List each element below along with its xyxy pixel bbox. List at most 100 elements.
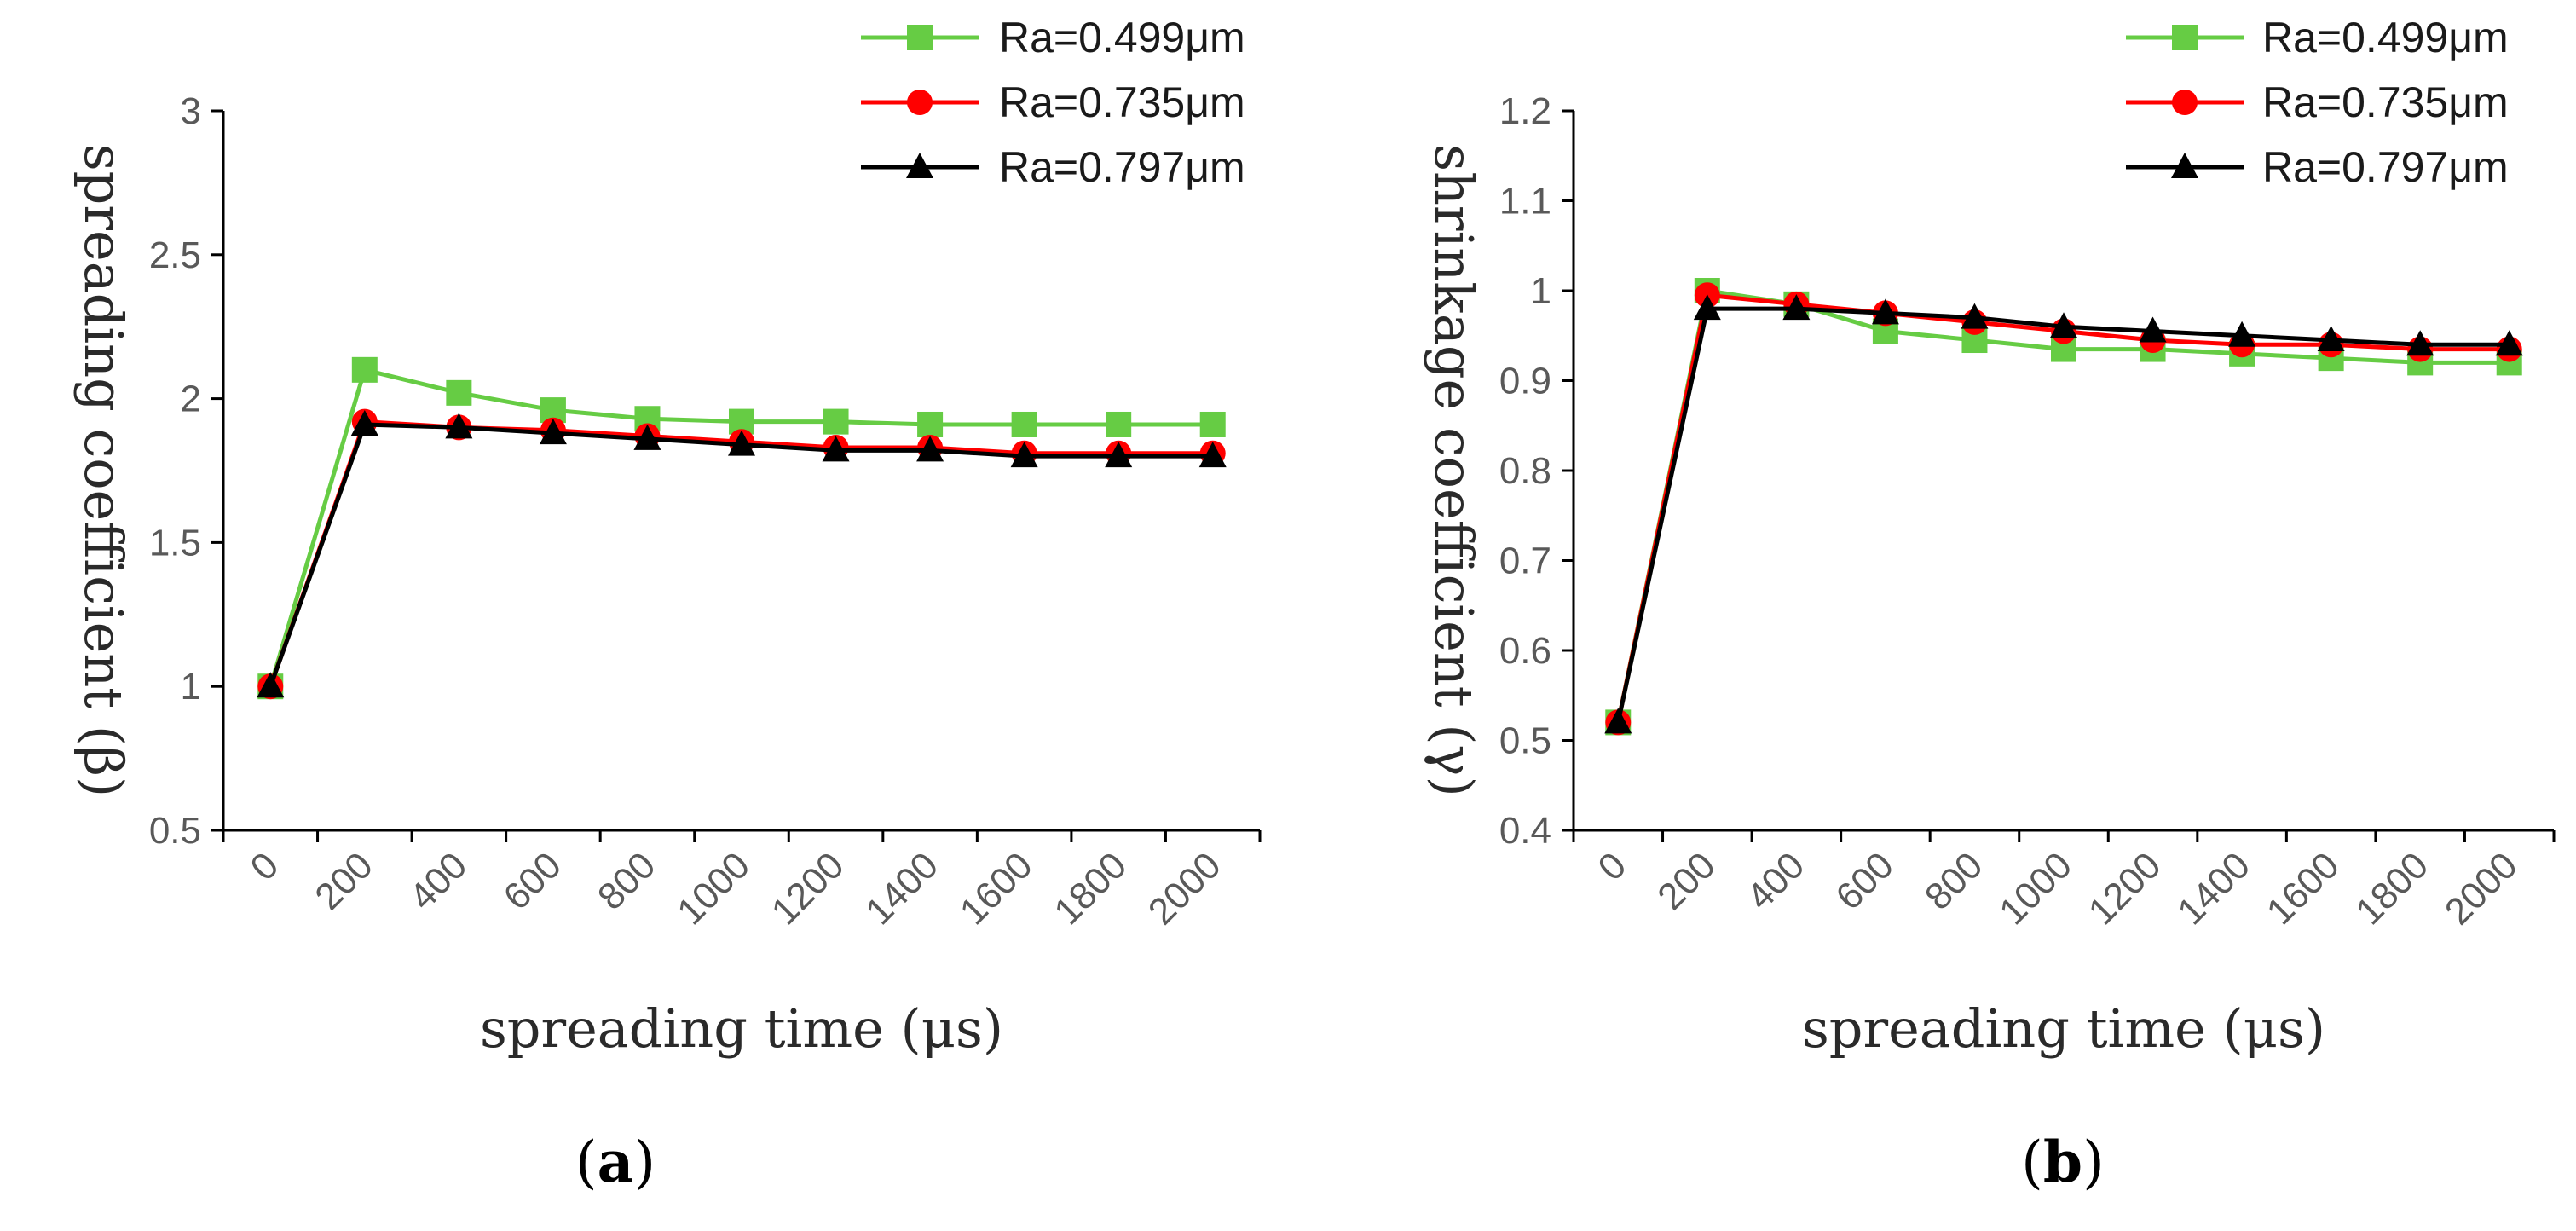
legend-label: Ra=0.735μm xyxy=(999,78,1245,126)
legend-marker xyxy=(2172,25,2198,50)
data-point xyxy=(445,413,473,439)
data-point xyxy=(2139,316,2167,343)
legend-entry: Ra=0.735μm xyxy=(2126,78,2509,126)
data-point xyxy=(446,379,472,406)
data-point xyxy=(1105,442,1133,468)
data-point xyxy=(728,430,755,456)
x-tick-label: 800 xyxy=(590,844,664,918)
legend-marker xyxy=(907,90,933,115)
x-tick-label: 1000 xyxy=(1991,844,2080,933)
series-square xyxy=(257,356,1226,700)
data-point xyxy=(823,408,849,435)
x-tick-label: 1800 xyxy=(2348,844,2436,933)
y-tick-label: 0.6 xyxy=(1499,630,1551,672)
data-point xyxy=(1693,294,1721,321)
legend-marker xyxy=(907,25,933,50)
caption-letter: a xyxy=(598,1129,634,1195)
y-tick-label: 2.5 xyxy=(149,234,201,276)
y-tick-label: 0.5 xyxy=(1499,720,1551,762)
legend-entry: Ra=0.499μm xyxy=(2126,14,2509,61)
legend-label: Ra=0.499μm xyxy=(2262,14,2509,61)
x-axis-title: spreading time (μs) xyxy=(480,997,1003,1060)
x-tick-label: 200 xyxy=(1649,844,1724,918)
legend-entry: Ra=0.499μm xyxy=(861,14,1245,61)
y-tick-label: 3 xyxy=(181,90,201,132)
data-point xyxy=(2406,330,2434,356)
series-line xyxy=(268,419,1213,688)
data-point xyxy=(2228,321,2256,347)
data-point xyxy=(1198,442,1227,468)
x-tick-label: 1800 xyxy=(1046,844,1135,933)
y-axis-title: spreading coefficient (β) xyxy=(72,144,135,797)
legend-marker xyxy=(2171,153,2198,178)
legend-label: Ra=0.797μm xyxy=(2262,143,2509,191)
caption-paren: ( xyxy=(575,1130,598,1195)
caption-paren: ) xyxy=(633,1130,656,1195)
series-line xyxy=(268,422,1213,688)
data-point xyxy=(539,419,567,445)
x-tick-label: 800 xyxy=(1917,844,1991,918)
x-tick-label: 0 xyxy=(242,844,286,888)
y-tick-label: 0.4 xyxy=(1499,810,1551,852)
data-point xyxy=(257,672,285,698)
y-tick-label: 2 xyxy=(181,379,201,420)
x-tick-label: 200 xyxy=(307,844,381,918)
data-point xyxy=(916,436,944,462)
y-tick-label: 0.7 xyxy=(1499,540,1551,582)
chart-panel-b: 0.4 0.5 0.6 0.7 0.8 0.9 1 1.1 1.2 0 200 400 600 800 10… xyxy=(1423,14,2556,1195)
x-axis-title: spreading time (μs) xyxy=(1802,997,2325,1060)
y-axis-title: shrinkage coefficient (γ) xyxy=(1423,144,1485,797)
data-point xyxy=(2050,312,2077,338)
data-point xyxy=(1199,411,1226,437)
x-tick-label: 2000 xyxy=(1141,844,1229,933)
data-point xyxy=(351,356,378,383)
data-point xyxy=(1961,303,1989,329)
caption-paren: ) xyxy=(2082,1130,2105,1195)
legend-marker xyxy=(2172,90,2198,115)
data-point xyxy=(633,424,661,450)
x-tick-label: 2000 xyxy=(2437,844,2526,933)
x-tick-label: 1600 xyxy=(2259,844,2348,933)
data-point xyxy=(1604,708,1632,734)
x-tick-label: 1400 xyxy=(2169,844,2258,933)
data-point xyxy=(1010,442,1038,468)
x-tick-label: 1000 xyxy=(669,844,758,933)
series-line xyxy=(1615,306,2510,723)
x-tick-label: 600 xyxy=(1828,844,1902,918)
legend-entry: Ra=0.797μm xyxy=(2126,143,2509,191)
caption-letter: b xyxy=(2043,1129,2082,1195)
series-triangle xyxy=(257,409,1227,698)
x-tick-label: 400 xyxy=(401,844,476,918)
y-tick-label: 1.2 xyxy=(1499,90,1551,132)
data-point xyxy=(1106,411,1132,437)
legend-marker xyxy=(906,153,933,178)
y-tick-label: 1 xyxy=(181,666,201,708)
y-tick-label: 0.9 xyxy=(1499,361,1551,402)
x-tick-label: 0 xyxy=(1590,844,1634,888)
data-point xyxy=(2495,330,2523,356)
x-tick-label: 1600 xyxy=(952,844,1041,933)
panel-caption: (b) xyxy=(2021,1129,2105,1195)
x-tick-label: 1200 xyxy=(2081,844,2169,933)
data-point xyxy=(1011,411,1037,437)
y-tick-label: 1.1 xyxy=(1499,181,1551,223)
panel-caption: (a) xyxy=(575,1129,656,1195)
data-point xyxy=(2317,326,2345,352)
x-tick-label: 400 xyxy=(1739,844,1813,918)
data-point xyxy=(822,436,850,462)
legend-label: Ra=0.499μm xyxy=(999,14,1245,61)
x-tick-label: 600 xyxy=(495,844,569,918)
data-point xyxy=(1782,294,1811,321)
y-tick-label: 0.8 xyxy=(1499,450,1551,492)
caption-paren: ( xyxy=(2021,1130,2043,1195)
y-tick-label: 1 xyxy=(1531,270,1551,312)
x-tick-label: 1200 xyxy=(764,844,852,933)
y-tick-label: 0.5 xyxy=(149,810,201,852)
data-point xyxy=(350,409,378,436)
series-triangle xyxy=(1604,294,2523,734)
chart-panel-a: 0.5 1 1.5 2 2.5 3 0 200 400 600 800 1000 1200 1400 160… xyxy=(72,14,1262,1195)
legend-entry: Ra=0.735μm xyxy=(861,78,1245,126)
y-tick-label: 1.5 xyxy=(149,522,201,563)
legend-entry: Ra=0.797μm xyxy=(861,143,1245,191)
